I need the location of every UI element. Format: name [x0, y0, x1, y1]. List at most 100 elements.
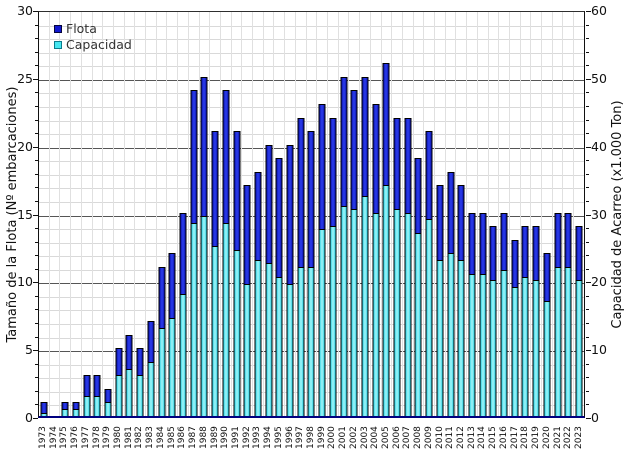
year-column	[230, 12, 242, 416]
x-axis-label: 1984	[155, 426, 166, 450]
year-column	[209, 12, 220, 416]
tick-mark-right	[586, 309, 589, 311]
x-axis-label: 1988	[198, 426, 209, 450]
tick-mark-left	[35, 309, 38, 311]
x-axis-label: 1983	[145, 426, 156, 450]
gridline-minor	[39, 66, 584, 68]
bar-capacidad	[372, 212, 380, 416]
year-column	[455, 12, 466, 416]
y-tick-label-right: 0	[591, 410, 599, 425]
bar-capacidad	[361, 195, 369, 416]
y-tick-label-left: 5	[25, 342, 33, 358]
x-axis-label: 2021	[552, 426, 563, 450]
y-tick-label-left: 30	[17, 3, 33, 18]
tick-mark-left	[35, 105, 38, 107]
x-axis-label: 2015	[488, 426, 499, 450]
bars-container	[39, 12, 584, 416]
year-column	[573, 12, 584, 416]
bar-capacidad	[350, 209, 358, 416]
year-column	[273, 12, 284, 416]
tick-mark-right	[586, 187, 589, 189]
bar-capacidad	[521, 276, 529, 416]
tick-mark-left	[35, 404, 38, 406]
year-column	[530, 12, 541, 416]
tick-mark-right	[586, 133, 589, 135]
x-axis-label: 2014	[477, 426, 488, 450]
bar-capacidad	[340, 205, 348, 416]
x-axis-label: 2012	[456, 426, 467, 450]
bar-capacidad	[61, 409, 69, 416]
plot-area: Flota Capacidad	[38, 11, 585, 418]
gridline-minor	[39, 93, 584, 95]
tick-mark-left	[35, 323, 38, 325]
tick-mark-right	[586, 228, 589, 230]
x-axis-label: 2007	[402, 426, 413, 450]
bar-capacidad	[254, 259, 262, 416]
legend-label-flota: Flota	[66, 21, 97, 36]
year-column	[155, 12, 167, 416]
tick-mark-right	[586, 295, 589, 297]
year-column	[316, 12, 327, 416]
y-tick-label-left: 20	[17, 138, 33, 154]
bar-capacidad	[436, 259, 444, 416]
bar-capacidad	[93, 395, 101, 416]
year-column	[434, 12, 445, 416]
year-column	[498, 12, 509, 416]
bar-capacidad	[211, 246, 219, 416]
year-column	[551, 12, 563, 416]
gridline-minor	[39, 120, 584, 122]
tick-mark-right	[586, 105, 589, 107]
x-axis-label: 1975	[59, 426, 70, 450]
tick-mark-right	[586, 65, 589, 67]
tick-mark-left	[33, 146, 38, 148]
tick-mark-right	[586, 282, 591, 284]
gridline-minor	[39, 52, 584, 54]
year-column	[326, 12, 338, 416]
x-axis-label: 1992	[241, 426, 252, 450]
tick-mark-left	[35, 255, 38, 257]
x-axis-label: 1987	[188, 426, 199, 450]
bar-capacidad	[265, 263, 273, 416]
tick-mark-left	[35, 377, 38, 379]
y-tick-label-left: 10	[17, 274, 33, 290]
y-tick-label-right: 20	[591, 274, 607, 290]
bar-capacidad	[179, 293, 187, 416]
tick-mark-right	[586, 160, 589, 162]
bar-capacidad	[447, 253, 455, 416]
tick-mark-left	[35, 92, 38, 94]
bar-capacidad	[40, 412, 48, 416]
x-axis-label: 1997	[295, 426, 306, 450]
year-column	[466, 12, 477, 416]
x-axis-label: 2006	[391, 426, 402, 450]
x-axis-label: 2005	[381, 426, 391, 450]
x-axis-label: 2013	[466, 426, 477, 450]
bar-capacidad	[297, 266, 305, 416]
tick-mark-right	[586, 350, 591, 352]
bar-capacidad	[222, 222, 230, 416]
bar-capacidad	[479, 273, 487, 416]
tick-mark-left	[33, 350, 38, 352]
year-column	[91, 12, 103, 416]
x-axis-labels: 1973 1974 1975 1976 1977 1978 1979 1980 1981 1982…	[38, 420, 585, 456]
year-column	[391, 12, 402, 416]
year-column	[252, 12, 263, 416]
x-axis-label: 1978	[91, 426, 102, 450]
year-column	[102, 12, 113, 416]
tick-mark-left	[35, 200, 38, 202]
bar-capacidad	[136, 375, 144, 416]
y-tick-label-right: 30	[591, 206, 607, 222]
legend: Flota Capacidad	[54, 21, 132, 53]
bar-capacidad	[532, 280, 540, 416]
bar-capacidad	[543, 300, 551, 416]
x-axis-label: 2018	[520, 426, 531, 450]
x-axis-label: 1981	[123, 426, 134, 450]
x-axis-label: 1999	[316, 426, 327, 450]
year-column	[305, 12, 317, 416]
bar-capacidad	[104, 402, 112, 416]
legend-label-capacidad: Capacidad	[66, 37, 132, 52]
year-column	[241, 12, 252, 416]
year-column	[123, 12, 135, 416]
tick-mark-right	[586, 404, 589, 406]
year-column	[134, 12, 145, 416]
year-column	[423, 12, 434, 416]
